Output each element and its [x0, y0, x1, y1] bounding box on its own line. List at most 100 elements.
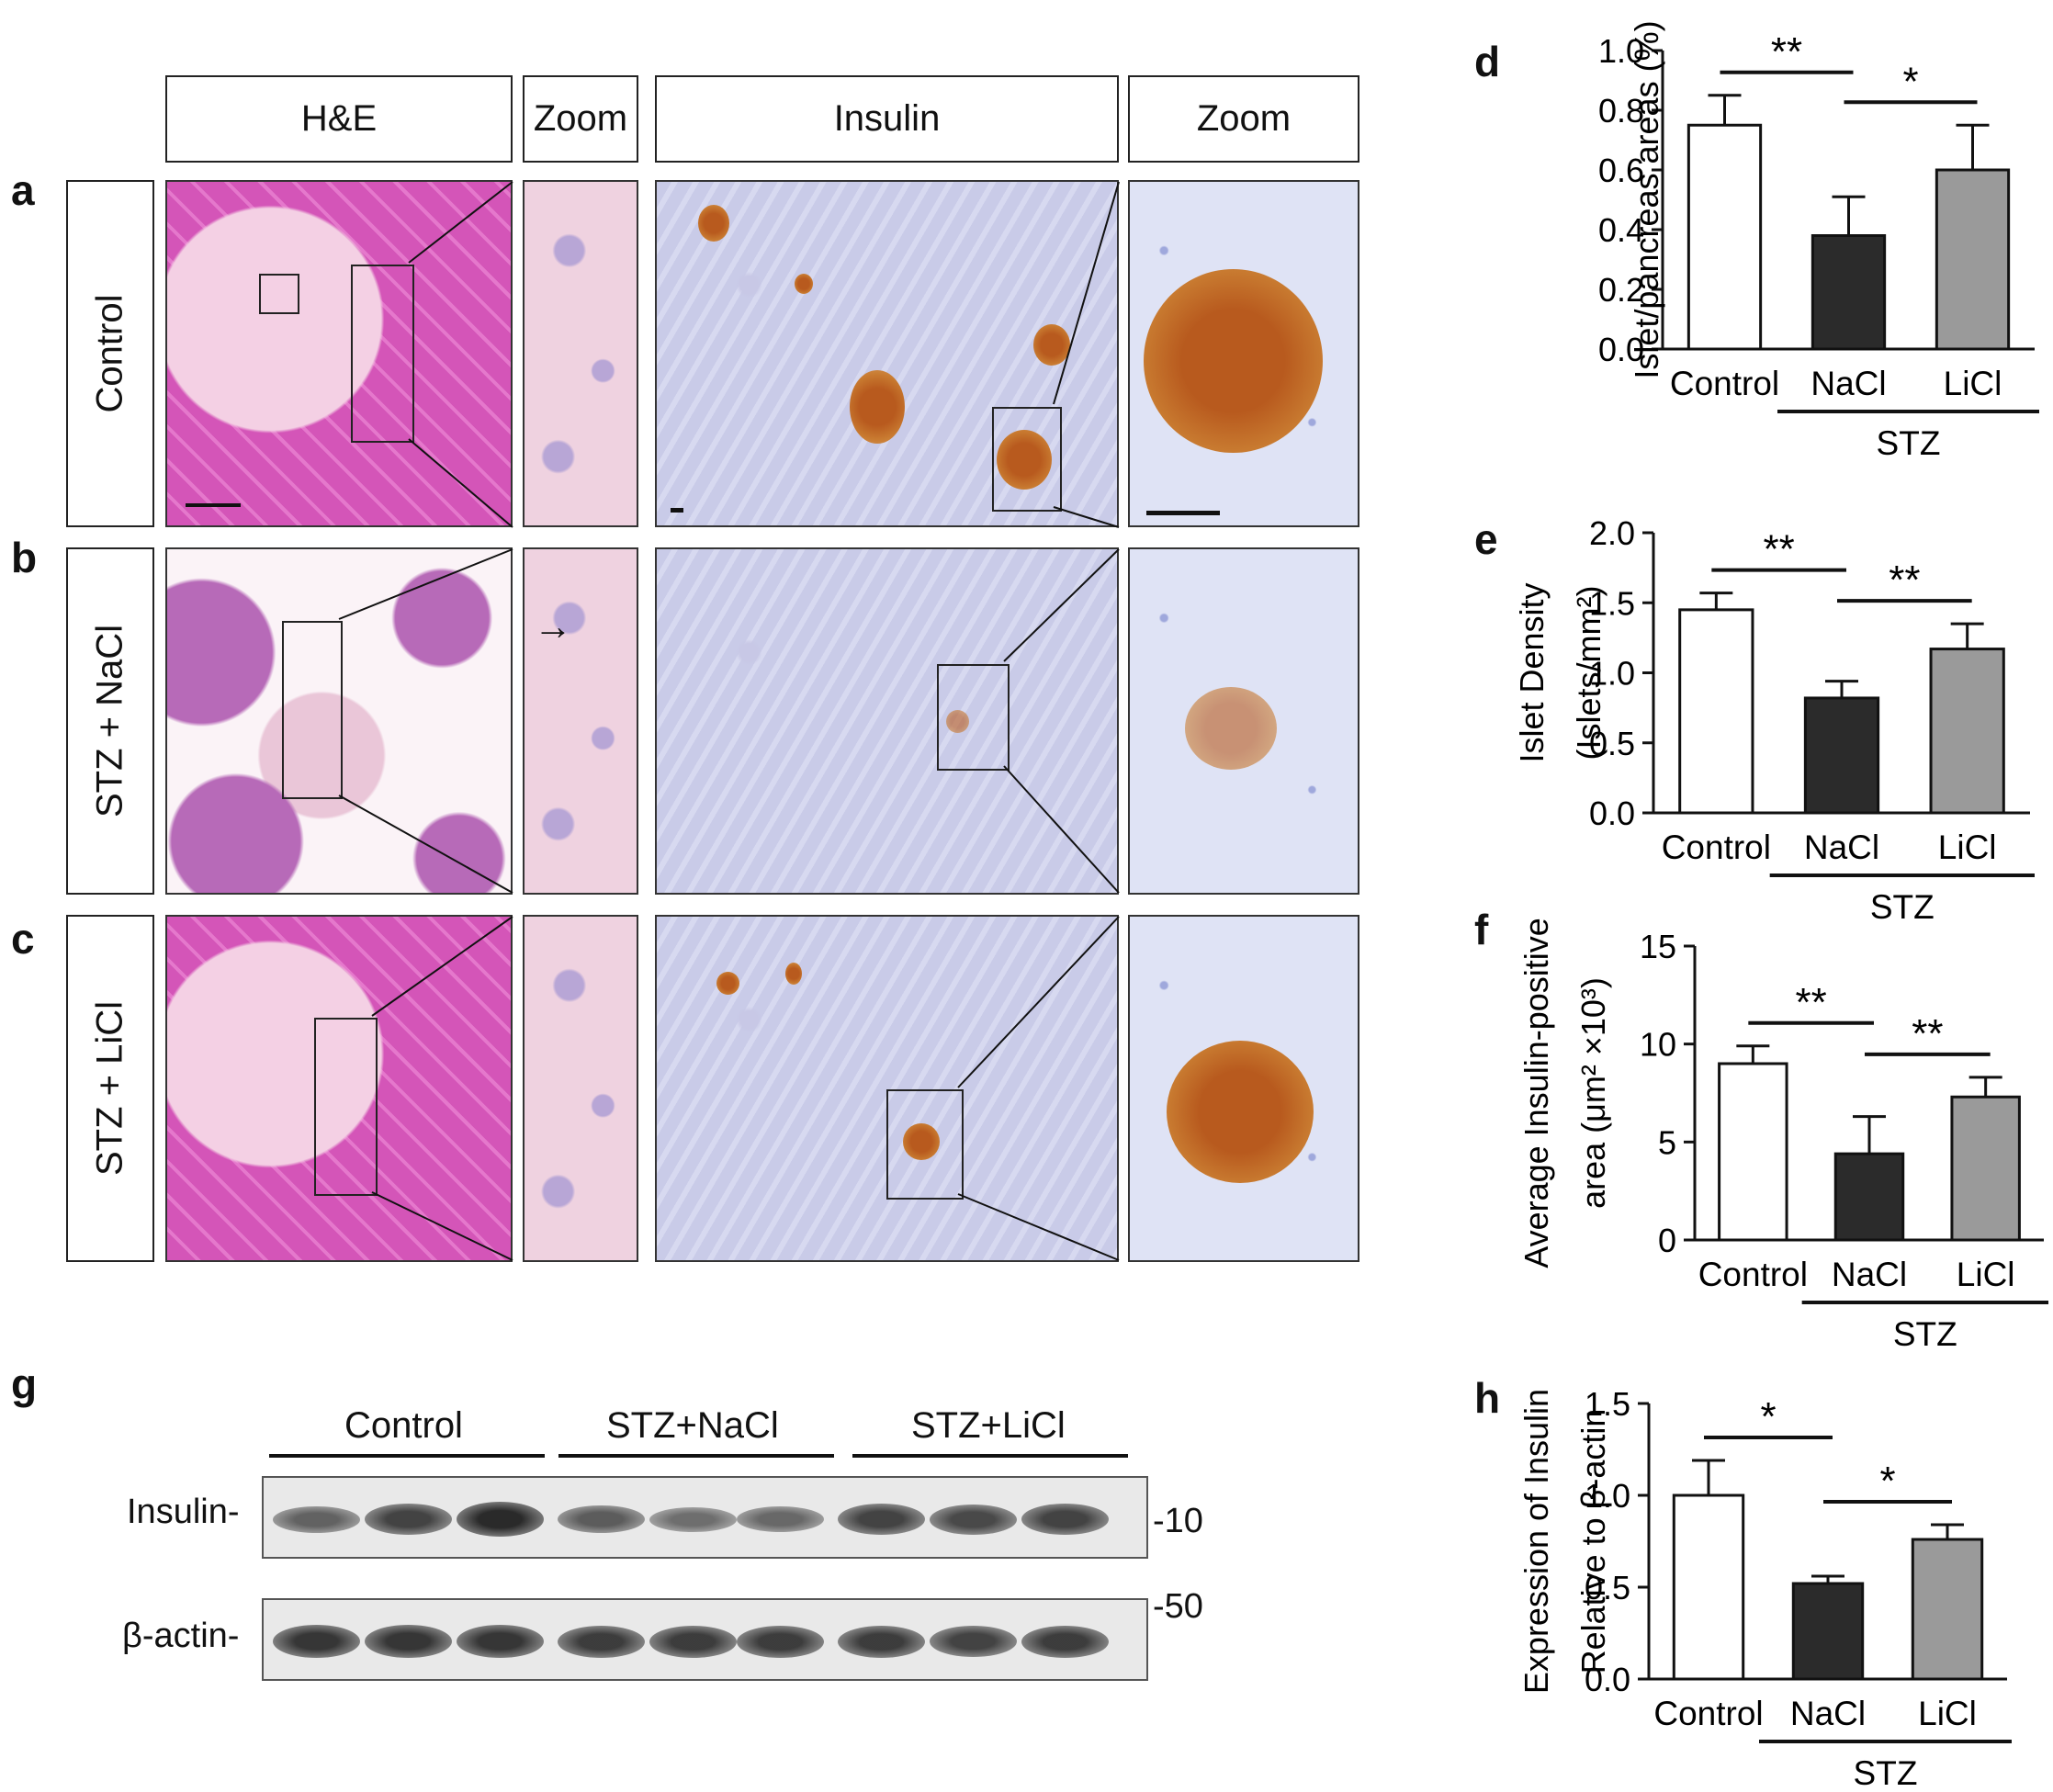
header-zoom-he: Zoom — [523, 75, 638, 163]
x-tick-label: NaCl — [1804, 828, 1879, 866]
x-tick-label: LiCl — [1944, 365, 2002, 402]
row-label-stz-licl: STZ + LiCl — [66, 915, 154, 1262]
micrograph-he-control — [165, 180, 513, 527]
micrograph-insulin-control — [655, 180, 1119, 527]
micrograph-he-zoom-control — [523, 180, 638, 527]
panel-letter-a: a — [11, 166, 35, 214]
bar-control — [1678, 608, 1754, 815]
panel-letter-b: b — [11, 534, 38, 581]
insulin-band-6 — [737, 1506, 824, 1532]
micrograph-he-stz-licl — [165, 915, 513, 1262]
panel-letter-e: e — [1474, 515, 1498, 563]
micrograph-insulin-stz-nacl — [655, 547, 1119, 895]
group-label: STZ — [1870, 888, 1935, 926]
x-tick-label: Control — [1662, 828, 1771, 866]
y-tick-label: 10 — [1640, 1026, 1676, 1064]
insulin-band-4 — [558, 1505, 645, 1533]
y-tick-label: 0.0 — [1598, 331, 1644, 368]
blot-group-stz-nacl: STZ+NaCl — [606, 1405, 779, 1446]
actin-band-6 — [737, 1625, 824, 1658]
bar-licl — [1935, 168, 2011, 351]
blot-group-stz-licl: STZ+LiCl — [911, 1405, 1066, 1446]
y-axis-label: Relative to β-actin — [1574, 1409, 1612, 1674]
row-label-control: Control — [66, 180, 154, 527]
y-tick-label: 0.5 — [1585, 1569, 1630, 1606]
x-tick-label: NaCl — [1810, 365, 1886, 402]
y-tick-label: 0.0 — [1589, 795, 1635, 832]
blot-group-line — [269, 1454, 545, 1458]
insulin-band-8 — [930, 1504, 1017, 1535]
significance-label: ** — [1912, 1011, 1943, 1056]
x-tick-label: LiCl — [1918, 1695, 1977, 1732]
actin-band-8 — [930, 1626, 1017, 1657]
micrograph-insulin-zoom-stz-nacl — [1128, 547, 1359, 895]
row-label-stz-nacl: STZ + NaCl — [66, 547, 154, 895]
significance-label: * — [1760, 1394, 1776, 1439]
blot-actin-strip — [262, 1598, 1148, 1681]
actin-band-5 — [649, 1625, 737, 1658]
x-tick-label: Control — [1670, 365, 1779, 402]
significance-label: * — [1879, 1459, 1895, 1504]
blot-insulin-strip — [262, 1476, 1148, 1559]
insulin-band-5 — [649, 1506, 737, 1532]
blot-group-control: Control — [344, 1405, 463, 1446]
actin-band-2 — [365, 1625, 452, 1658]
bar-control — [1686, 123, 1763, 351]
y-axis-label: Islet/pancreas areas (%) — [1628, 20, 1665, 378]
insulin-band-1 — [273, 1505, 360, 1533]
x-tick-label: NaCl — [1832, 1256, 1907, 1293]
y-tick-label: 1.0 — [1585, 1477, 1630, 1515]
bar-licl — [1911, 1538, 1984, 1681]
actin-band-1 — [273, 1625, 360, 1658]
significance-label: ** — [1771, 29, 1802, 74]
significance-label: ** — [1889, 558, 1920, 603]
actin-band-9 — [1021, 1625, 1109, 1658]
significance-label: ** — [1796, 980, 1827, 1025]
blot-marker-50: -50 — [1153, 1587, 1203, 1626]
group-label: STZ — [1854, 1754, 1918, 1792]
group-label: STZ — [1877, 424, 1941, 462]
bar-licl — [1950, 1095, 2021, 1242]
blot-row-label-actin: β-actin- — [122, 1617, 240, 1655]
bar-licl — [1929, 648, 2005, 815]
y-tick-label: 0.2 — [1598, 271, 1644, 309]
y-tick-label: 0.8 — [1598, 92, 1644, 130]
y-axis-label: area (μm² ×10³) — [1574, 977, 1612, 1209]
bar-nacl — [1833, 1152, 1905, 1242]
y-axis-label: Islet Density — [1513, 582, 1551, 762]
y-tick-label: 15 — [1640, 928, 1676, 965]
y-axis-label: Expression of Insulin — [1517, 1389, 1555, 1694]
y-axis-label: Average Insulin-positive — [1517, 918, 1555, 1268]
significance-label: * — [1902, 59, 1918, 104]
panel-letter-f: f — [1474, 906, 1489, 953]
y-axis-label: (Islets/mm²) — [1570, 586, 1607, 761]
panel-letter-d: d — [1474, 38, 1501, 85]
y-tick-label: 1.5 — [1585, 1385, 1630, 1423]
scale-bar — [186, 503, 241, 507]
micrograph-insulin-stz-licl — [655, 915, 1119, 1262]
insulin-band-9 — [1021, 1504, 1109, 1535]
micrograph-insulin-zoom-control — [1128, 180, 1359, 527]
micrograph-he-zoom-stz-licl — [523, 915, 638, 1262]
y-tick-label: 1.5 — [1589, 584, 1635, 622]
insulin-band-7 — [838, 1504, 925, 1535]
y-tick-label: 2.0 — [1589, 514, 1635, 552]
bar-control — [1718, 1062, 1788, 1242]
actin-band-3 — [457, 1625, 544, 1658]
panel-letter-c: c — [11, 915, 35, 963]
header-zoom-insulin: Zoom — [1128, 75, 1359, 163]
blot-group-line — [558, 1454, 834, 1458]
significance-label: ** — [1764, 527, 1795, 572]
arrow-icon: → — [534, 604, 572, 648]
bar-control — [1672, 1493, 1745, 1681]
micrograph-insulin-zoom-stz-licl — [1128, 915, 1359, 1262]
insulin-band-3 — [457, 1502, 544, 1537]
insulin-band-2 — [365, 1504, 452, 1535]
x-tick-label: LiCl — [1938, 828, 1997, 866]
x-tick-label: NaCl — [1790, 1695, 1866, 1732]
blot-marker-10: -10 — [1153, 1502, 1203, 1540]
y-tick-label: 0.4 — [1598, 211, 1644, 249]
